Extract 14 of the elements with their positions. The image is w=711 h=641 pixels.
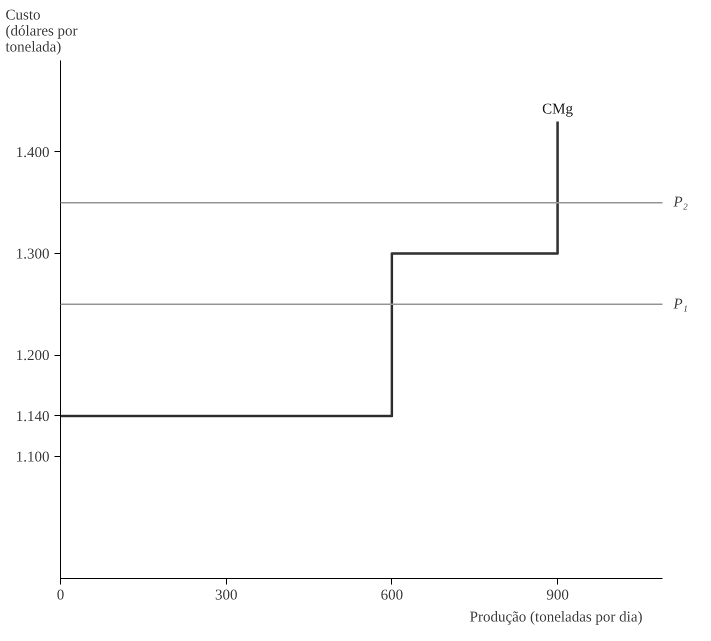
x-tick-label: 0 [56,588,64,604]
ref-line-label: P₂ [672,194,688,211]
x-tick-label: 600 [380,588,404,604]
y-axis-title: Custo (dólares por tonelada) [6,8,78,56]
x-axis-title: Produção (toneladas por dia) [470,610,643,626]
x-tick-label: 300 [214,588,238,604]
y-tick-label: 1.400 [16,144,50,161]
y-tick-label: 1.200 [16,348,50,364]
y-tick-label: 1.300 [16,246,50,262]
ref-line-label: P₁ [672,296,688,312]
y-tick-label: 1.100 [16,450,50,466]
series-label: CMg [542,101,574,118]
x-tick-label: 900 [546,588,569,604]
y-tick-label: 1.140 [16,408,50,425]
